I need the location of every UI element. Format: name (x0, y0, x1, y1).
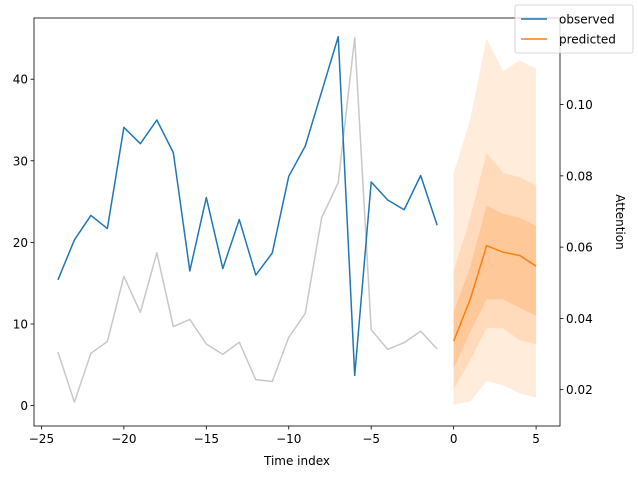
x-tick-label: −5 (362, 432, 380, 446)
prediction-band-2 (453, 152, 537, 390)
y-right-axis-label: Attention (613, 194, 627, 249)
prediction-bands (453, 38, 537, 405)
y-tick-label: 30 (13, 154, 28, 168)
x-axis-label: Time index (263, 454, 330, 468)
x-tick-label: −15 (194, 432, 219, 446)
x-tick-label: −25 (29, 432, 54, 446)
y-tick-label: 10 (13, 318, 28, 332)
y-right-axis-ticks: 0.02 0.04 0.06 0.08 0.10 (560, 98, 593, 397)
y-right-tick-label: 0.02 (566, 383, 593, 397)
y-tick-label: 0 (20, 399, 28, 413)
x-tick-label: −20 (111, 432, 136, 446)
y-tick-label: 40 (13, 73, 28, 87)
attention-series-line (57, 36, 438, 403)
y-right-tick-label: 0.06 (566, 241, 593, 255)
y-right-tick-label: 0.08 (566, 169, 593, 183)
y-right-tick-label: 0.10 (566, 98, 593, 112)
predicted-series-line (452, 244, 537, 342)
prediction-band-3 (453, 205, 537, 369)
legend: observed predicted (514, 4, 634, 54)
x-tick-label: −10 (276, 432, 301, 446)
x-axis-ticks: −25 −20 −15 −10 −5 0 5 (29, 426, 540, 446)
y-right-tick-label: 0.04 (566, 312, 593, 326)
series-lines (57, 36, 537, 403)
x-tick-label: 5 (532, 432, 540, 446)
legend-box (514, 4, 634, 54)
y-tick-label: 20 (13, 236, 28, 250)
observed-series-line (57, 36, 438, 377)
legend-label-observed: observed (559, 13, 615, 27)
legend-label-predicted: predicted (559, 33, 616, 47)
prediction-band-1 (453, 38, 537, 405)
plot-frame (33, 17, 561, 427)
x-tick-label: 0 (450, 432, 458, 446)
y-axis-ticks: 0 10 20 30 40 (13, 73, 34, 413)
